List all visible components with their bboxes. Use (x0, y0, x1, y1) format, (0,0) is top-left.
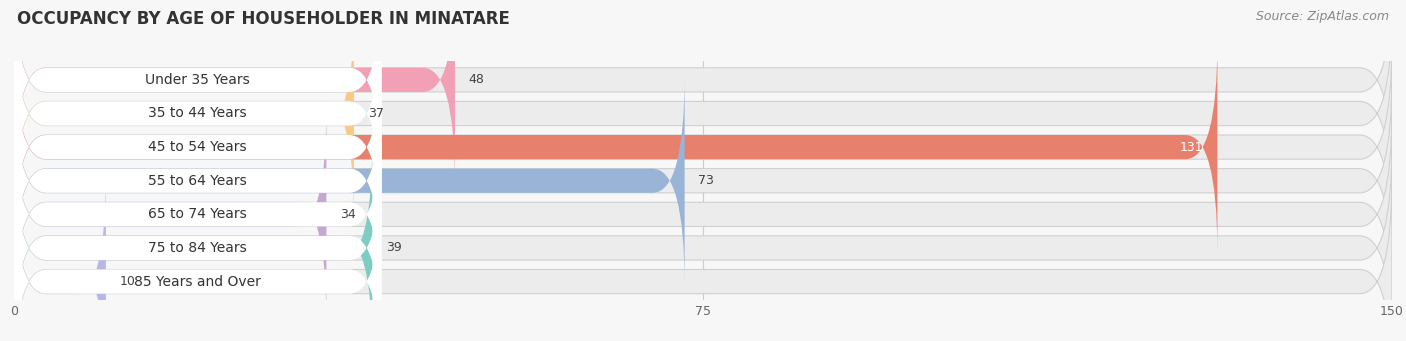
FancyBboxPatch shape (14, 176, 381, 341)
Text: 131: 131 (1180, 140, 1204, 153)
Text: 85 Years and Over: 85 Years and Over (135, 275, 262, 288)
Text: 37: 37 (368, 107, 384, 120)
Text: 34: 34 (340, 208, 356, 221)
FancyBboxPatch shape (14, 176, 1392, 341)
FancyBboxPatch shape (14, 109, 326, 320)
Text: 45 to 54 Years: 45 to 54 Years (149, 140, 247, 154)
FancyBboxPatch shape (14, 42, 1392, 253)
FancyBboxPatch shape (14, 75, 381, 286)
FancyBboxPatch shape (14, 0, 1392, 186)
Text: 75 to 84 Years: 75 to 84 Years (149, 241, 247, 255)
FancyBboxPatch shape (14, 8, 381, 219)
FancyBboxPatch shape (14, 143, 381, 341)
Text: 35 to 44 Years: 35 to 44 Years (149, 106, 247, 120)
Text: 73: 73 (699, 174, 714, 187)
Text: OCCUPANCY BY AGE OF HOUSEHOLDER IN MINATARE: OCCUPANCY BY AGE OF HOUSEHOLDER IN MINAT… (17, 10, 510, 28)
FancyBboxPatch shape (14, 0, 381, 186)
FancyBboxPatch shape (14, 176, 105, 341)
FancyBboxPatch shape (14, 42, 1218, 253)
Text: Source: ZipAtlas.com: Source: ZipAtlas.com (1256, 10, 1389, 23)
FancyBboxPatch shape (14, 8, 1392, 219)
FancyBboxPatch shape (14, 42, 381, 253)
Text: 65 to 74 Years: 65 to 74 Years (149, 207, 247, 221)
FancyBboxPatch shape (14, 143, 373, 341)
Text: 10: 10 (120, 275, 135, 288)
FancyBboxPatch shape (14, 8, 354, 219)
Text: 48: 48 (468, 73, 485, 86)
FancyBboxPatch shape (14, 75, 685, 286)
FancyBboxPatch shape (14, 143, 1392, 341)
Text: 55 to 64 Years: 55 to 64 Years (149, 174, 247, 188)
FancyBboxPatch shape (14, 109, 1392, 320)
FancyBboxPatch shape (14, 75, 1392, 286)
Text: 39: 39 (387, 241, 402, 254)
FancyBboxPatch shape (14, 0, 456, 186)
Text: Under 35 Years: Under 35 Years (145, 73, 250, 87)
FancyBboxPatch shape (14, 109, 381, 320)
